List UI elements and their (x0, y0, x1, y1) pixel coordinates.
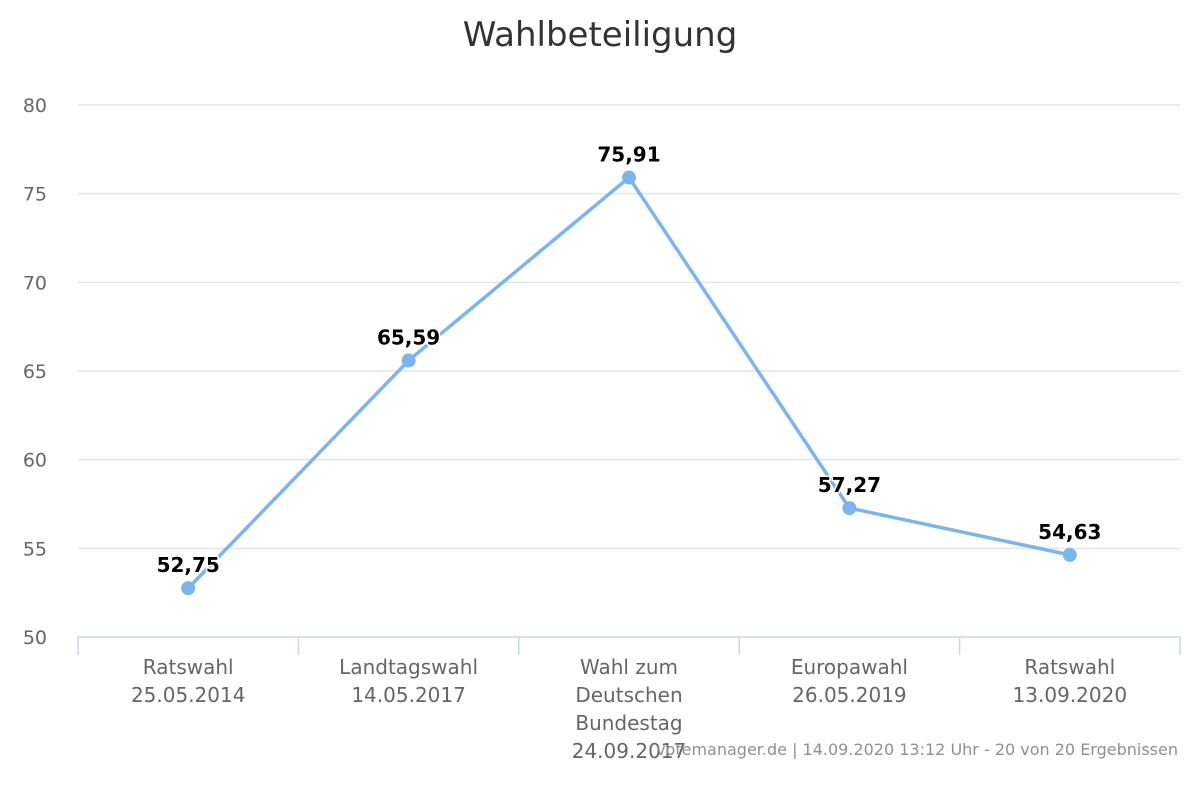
x-tick-label-line: Bundestag (575, 711, 682, 735)
x-tick-label: Landtagswahl 14.05.2017 (339, 655, 478, 707)
data-point (1062, 547, 1077, 562)
x-tick-label: Wahl zum Deutschen Bundestag 24.09.2017 (572, 655, 687, 763)
x-tick-label-line: 25.05.2014 (131, 683, 246, 707)
x-tick-label: Europawahl 26.05.2019 (791, 655, 908, 707)
y-tick-label: 50 (23, 627, 47, 649)
data-point (181, 581, 196, 596)
data-label: 54,63 (1038, 520, 1101, 544)
y-tick-label: 75 (23, 184, 47, 206)
data-label: 52,75 (157, 553, 220, 577)
data-point (842, 501, 857, 516)
x-tick-label-line: Ratswahl (143, 655, 234, 679)
data-point (401, 353, 416, 368)
x-tick-label-line: Ratswahl (1024, 655, 1115, 679)
y-axis-ticks: 50 55 60 65 70 75 80 (23, 95, 47, 649)
x-tick-label-line: 24.09.2017 (572, 739, 687, 763)
data-labels: 52,75 65,59 75,91 57,27 54,63 (155, 141, 1103, 579)
data-label: 65,59 (377, 326, 440, 350)
x-tick-label-line: 14.05.2017 (351, 683, 466, 707)
x-tick-label-line: Landtagswahl (339, 655, 478, 679)
data-label: 75,91 (597, 143, 660, 167)
y-tick-label: 60 (23, 450, 47, 472)
chart-title: Wahlbeteiligung (463, 15, 738, 55)
x-tick-label-line: Wahl zum (580, 655, 678, 679)
series-line (186, 175, 1072, 590)
y-tick-label: 80 (23, 95, 47, 117)
x-tick-label-line: 13.09.2020 (1013, 683, 1128, 707)
x-tick-label: Ratswahl 25.05.2014 (131, 655, 246, 707)
x-tick-label: Ratswahl 13.09.2020 (1013, 655, 1128, 707)
data-points (181, 170, 1077, 596)
data-point (622, 170, 636, 185)
x-tick-label-line: 26.05.2019 (792, 683, 907, 707)
x-axis: Ratswahl 25.05.2014 Landtagswahl 14.05.2017… (77, 636, 1181, 763)
y-tick-label: 70 (23, 272, 47, 294)
y-tick-label: 55 (23, 538, 47, 560)
y-tick-label: 65 (23, 361, 47, 383)
series-polyline (186, 175, 1072, 590)
grid-lines (78, 104, 1180, 550)
x-tick-label-line: Europawahl (791, 655, 908, 679)
credit-text: votemanager.de | 14.09.2020 13:12 Uhr - … (656, 740, 1178, 759)
data-label: 57,27 (818, 473, 881, 497)
x-tick-label-line: Deutschen (575, 683, 682, 707)
